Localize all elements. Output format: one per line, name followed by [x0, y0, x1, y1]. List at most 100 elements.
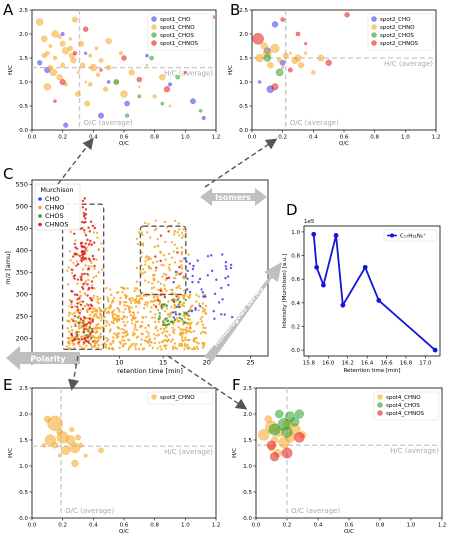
- panel-c-point-chno: [115, 291, 119, 294]
- panel-c-point-chno: [184, 331, 187, 334]
- panel-c-point-chnos: [86, 272, 89, 276]
- panel-a-point-chno: [106, 65, 112, 71]
- panel-a-ytick-label: 0.5: [19, 104, 28, 110]
- panel-b-legend-marker: [371, 16, 377, 22]
- panel-a-point-chnos: [136, 76, 142, 83]
- panel-c-point-chno: [168, 333, 171, 337]
- panel-c-point-chnos: [82, 316, 86, 319]
- panel-d-data-point: [432, 347, 438, 353]
- panel-c-point-cho: [229, 263, 233, 267]
- panel-c-point-chno: [144, 301, 148, 304]
- panel-a-point-chno: [51, 30, 59, 38]
- panel-c-point-cho: [197, 281, 200, 284]
- panel-c-point-cho: [225, 267, 228, 271]
- panel-c-point-chno: [73, 342, 76, 346]
- panel-d-ytick-label: 0.4: [291, 301, 300, 307]
- panel-f-point-chno: [258, 429, 270, 441]
- panel-a-xtick-label: 0.2: [58, 135, 67, 141]
- panel-c-point-chnos: [80, 259, 83, 263]
- panel-b-legend-entry: spot2_CHNO: [380, 25, 415, 31]
- panel-c-point-chno: [88, 338, 91, 342]
- panel-c-point-chno: [148, 236, 152, 239]
- panel-c-point-chno: [138, 294, 142, 297]
- panel-c-point-chno: [105, 319, 108, 323]
- panel-c-point-chnos: [90, 304, 94, 308]
- panel-f-ytick-label: 1.5: [243, 438, 252, 444]
- panel-e-point-chno: [57, 453, 62, 458]
- panel-c-point-cho: [171, 311, 174, 314]
- panel-c-point-chnos: [88, 286, 91, 290]
- panel-c-point-chno: [162, 253, 166, 257]
- panel-c-point-cho: [221, 298, 224, 301]
- panel-c-point-chno: [108, 311, 111, 315]
- panel-c-point-chno: [176, 320, 180, 323]
- panel-e-point-chno: [71, 459, 79, 468]
- panel-c-point-chos: [165, 304, 169, 307]
- panel-c-point-chno: [173, 243, 176, 246]
- panel-c-point-chnos: [163, 295, 167, 299]
- panel-c-point-chno: [122, 301, 125, 304]
- panel-d-xtick-label: 16.0: [322, 361, 335, 367]
- panel-c-point-cho: [200, 288, 203, 291]
- panel-c-point-chno: [173, 328, 176, 331]
- panel-c-point-chno: [75, 260, 79, 263]
- panel-c-ytick-label: 500: [16, 202, 28, 210]
- panel-c-point-chnos: [91, 224, 95, 228]
- panel-b-point-chno: [277, 57, 283, 63]
- panel-c-legend-box: [34, 183, 81, 231]
- panel-c-point-chno: [133, 332, 136, 336]
- panel-c-point-chno: [180, 344, 183, 348]
- panel-c-point-chno: [180, 236, 184, 240]
- panel-b-point-chno: [282, 52, 289, 59]
- panel-c-point-chos: [161, 303, 164, 306]
- panel-c-point-chno: [171, 347, 175, 351]
- panel-a-point-chnos: [163, 86, 170, 93]
- panel-a-point-chno: [159, 74, 166, 81]
- panel-a-point-chno: [36, 18, 44, 26]
- panel-c-point-chno: [112, 332, 116, 335]
- panel-c-point-chno: [137, 347, 141, 351]
- panel-c-point-chno: [195, 341, 199, 344]
- panel-b-legend-entry: spot2_CHOS: [380, 33, 414, 39]
- panel-c-point-chno: [112, 321, 115, 325]
- panel-a-oc-average-label: O/C (average): [84, 119, 133, 127]
- panel-c-point-chnos: [82, 330, 86, 333]
- panel-c-point-chno: [199, 317, 202, 321]
- panel-c-point-chos: [90, 327, 94, 331]
- connector-arrow-to-b: [204, 138, 278, 188]
- panel-c-point-chnos: [73, 242, 76, 246]
- panel-c-point-chno: [134, 286, 137, 290]
- panel-c-point-chno: [184, 230, 187, 233]
- panel-c-point-chno: [173, 219, 177, 223]
- panel-c-point-chno: [163, 287, 167, 291]
- panel-c-point-chos: [161, 323, 165, 327]
- panel-c-point-chno: [165, 289, 168, 293]
- panel-c-point-chos: [178, 300, 182, 304]
- panel-c-point-chno: [179, 287, 182, 290]
- panel-c-point-chno: [182, 314, 185, 317]
- panel-c-point-chno: [138, 301, 141, 305]
- panel-c-point-chno: [95, 336, 99, 340]
- panel-c-point-chno: [184, 338, 187, 342]
- panel-c-point-chnos: [157, 299, 160, 302]
- panel-c-point-chno: [155, 334, 158, 337]
- panel-f-legend-marker: [377, 410, 383, 416]
- panel-c-point-chno: [135, 300, 138, 304]
- panel-c-point-chnos: [84, 220, 87, 224]
- panel-d-ytick-label: 0.2: [291, 324, 300, 330]
- panel-c-point-cho: [201, 291, 205, 294]
- panel-e-point-chno: [43, 415, 51, 423]
- panel-a-xtick-label: 0.6: [120, 135, 129, 141]
- panel-c-point-cho: [194, 306, 197, 310]
- panel-c-point-chno: [180, 271, 184, 274]
- panel-e-point-chno: [98, 447, 104, 454]
- panel-c-point-chnos: [87, 321, 90, 324]
- panel-c-point-chno: [77, 327, 81, 330]
- panel-f-point-chnos: [294, 432, 305, 443]
- panel-c-point-chno: [155, 227, 158, 230]
- panel-c-point-chno: [179, 331, 182, 334]
- panel-c-point-chno: [123, 323, 127, 327]
- panel-c-point-chnos: [74, 253, 77, 256]
- panel-d-legend-marker: [390, 233, 394, 238]
- panel-b-point-chnos: [271, 83, 279, 91]
